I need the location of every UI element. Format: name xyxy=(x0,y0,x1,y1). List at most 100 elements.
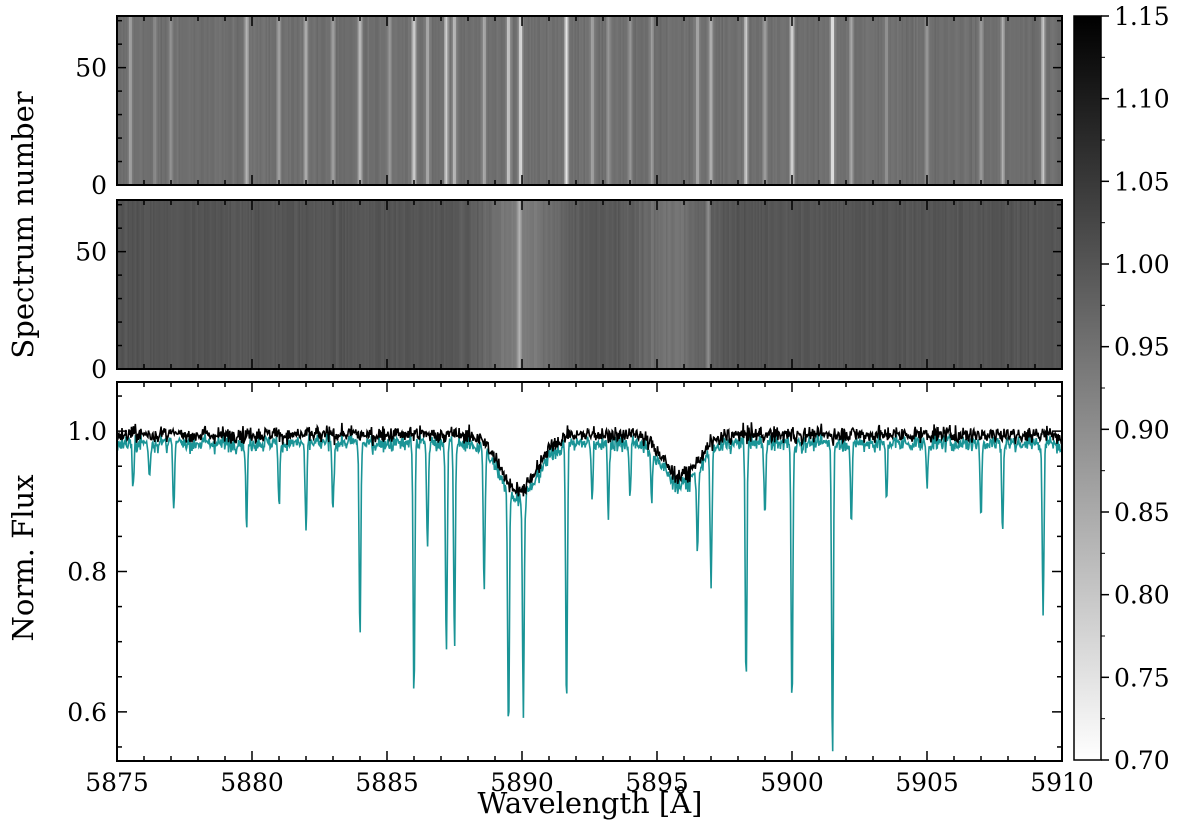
middle-heatmap-column xyxy=(444,200,446,369)
middle-heatmap-column xyxy=(690,200,692,369)
top-heatmap-column xyxy=(756,16,758,185)
top-heatmap-column xyxy=(993,16,995,185)
top-heatmap-column xyxy=(447,16,449,185)
middle-heatmap-column xyxy=(147,200,149,369)
top-heatmap-column xyxy=(573,16,575,185)
middle-heatmap-column xyxy=(619,200,622,369)
middle-heatmap-column xyxy=(558,200,560,369)
middle-heatmap-column xyxy=(756,200,758,369)
middle-heatmap-column xyxy=(409,200,412,369)
top-heatmap-column xyxy=(124,16,127,185)
middle-heatmap-column xyxy=(813,200,815,369)
top-heatmap-column xyxy=(538,16,541,185)
top-heatmap-column xyxy=(445,16,448,185)
top-heatmap-column xyxy=(825,16,827,185)
middle-heatmap-column xyxy=(453,200,455,369)
top-heatmap-column xyxy=(147,16,149,185)
top-heatmap-column xyxy=(582,16,584,185)
top-heatmap-column xyxy=(478,16,481,185)
middle-heatmap-column xyxy=(963,200,965,369)
middle-heatmap-column xyxy=(213,200,215,369)
middle-heatmap-column xyxy=(486,200,488,369)
middle-heatmap-column xyxy=(525,200,527,369)
top-heatmap-column xyxy=(885,16,887,185)
top-heatmap-column xyxy=(976,16,979,185)
top-heatmap-column xyxy=(937,16,940,185)
middle-heatmap-column xyxy=(894,200,896,369)
middle-heatmap-column xyxy=(415,200,418,369)
top-heatmap-column xyxy=(516,16,518,185)
top-heatmap-column xyxy=(394,16,397,185)
top-heatmap-column xyxy=(409,16,412,185)
top-heatmap-column xyxy=(228,16,230,185)
middle-heatmap-column xyxy=(753,200,755,369)
middle-heatmap-column xyxy=(462,200,464,369)
top-heatmap-column xyxy=(999,16,1001,185)
top-heatmap-column xyxy=(595,16,598,185)
top-heatmap-column xyxy=(802,16,805,185)
top-heatmap-column xyxy=(487,16,490,185)
top-heatmap-column xyxy=(277,16,280,185)
top-heatmap-column xyxy=(813,16,815,185)
middle-heatmap-column xyxy=(739,200,742,369)
middle-heatmap-column xyxy=(969,200,971,369)
top-heatmap-column xyxy=(255,16,257,185)
middle-heatmap-column xyxy=(520,200,523,369)
top-heatmap-column xyxy=(1003,16,1006,185)
top-heatmap-column xyxy=(565,16,568,185)
bottom-ytick-label: 0.6 xyxy=(67,698,107,727)
middle-heatmap-column xyxy=(573,200,575,369)
top-heatmap-column xyxy=(556,16,559,185)
top-panel-frame xyxy=(116,15,1063,186)
bottom-x-ticks: 5875 5880 5885 5890 5895 5900 5905 5910 xyxy=(85,382,1094,797)
top-heatmap-column xyxy=(589,16,592,185)
middle-heatmap-column xyxy=(375,200,377,369)
middle-heatmap-column xyxy=(174,200,176,369)
middle-heatmap-column xyxy=(511,200,514,369)
middle-heatmap-column xyxy=(807,200,809,369)
top-heatmap-column xyxy=(285,16,287,185)
middle-heatmap-column xyxy=(645,200,647,369)
middle-heatmap-column xyxy=(124,200,127,369)
top-heatmap-column xyxy=(793,16,796,185)
middle-heatmap-column xyxy=(355,200,358,369)
middle-heatmap-column xyxy=(417,200,419,369)
middle-heatmap-column xyxy=(330,200,332,369)
top-heatmap-column xyxy=(1006,16,1009,185)
top-heatmap-column xyxy=(522,16,524,185)
top-heatmap-column xyxy=(963,16,965,185)
top-heatmap-column xyxy=(462,16,464,185)
middle-heatmap-column xyxy=(184,200,187,369)
middle-heatmap-column xyxy=(867,200,869,369)
top-heatmap-column xyxy=(636,16,638,185)
top-heatmap-column xyxy=(1023,16,1025,185)
top-heatmap-column xyxy=(693,16,695,185)
top-heatmap-column xyxy=(553,16,556,185)
middle-heatmap-column xyxy=(1005,200,1007,369)
top-heatmap-column xyxy=(400,16,403,185)
middle-heatmap-column xyxy=(582,200,584,369)
middle-heatmap-column xyxy=(906,200,908,369)
top-heatmap-column xyxy=(988,16,991,185)
middle-heatmap-column xyxy=(822,200,824,369)
middle-heatmap-column xyxy=(412,200,415,369)
top-heatmap-column xyxy=(639,16,641,185)
middle-heatmap-column xyxy=(921,200,923,369)
top-heatmap-column xyxy=(789,16,791,185)
x-tick-label: 5880 xyxy=(220,768,284,797)
middle-heatmap-column xyxy=(421,200,424,369)
middle-heatmap-column xyxy=(348,200,350,369)
top-heatmap-column xyxy=(720,16,722,185)
top-heatmap-column xyxy=(165,16,167,185)
middle-heatmap-column xyxy=(904,200,907,369)
middle-heatmap-column xyxy=(763,200,766,369)
top-heatmap-column xyxy=(168,16,170,185)
top-heatmap-column xyxy=(975,16,977,185)
middle-heatmap-column xyxy=(295,200,298,369)
middle-heatmap-column xyxy=(198,200,200,369)
top-heatmap-column xyxy=(444,16,446,185)
top-heatmap-column xyxy=(1000,16,1003,185)
top-heatmap-column xyxy=(964,16,967,185)
middle-heatmap-column xyxy=(280,200,283,369)
top-heatmap-column xyxy=(991,16,994,185)
